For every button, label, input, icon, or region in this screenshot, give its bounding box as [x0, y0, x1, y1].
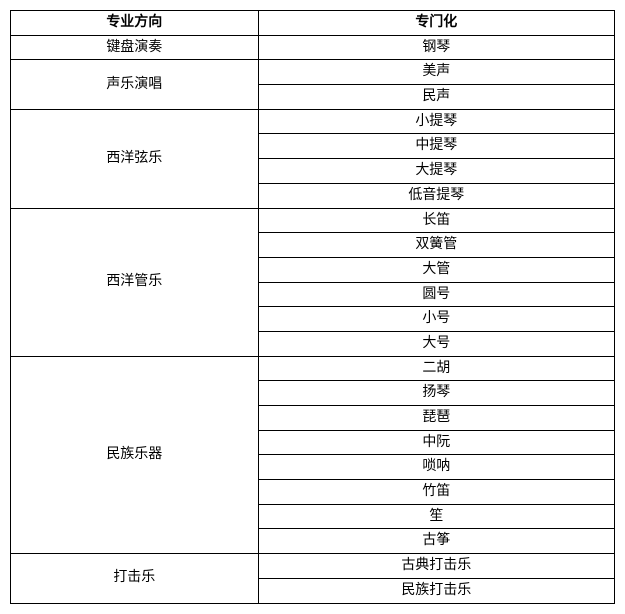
- spec-cell: 大号: [258, 331, 614, 356]
- major-spec-table: 专业方向 专门化 键盘演奏钢琴声乐演唱美声民声西洋弦乐小提琴中提琴大提琴低音提琴…: [10, 10, 615, 604]
- spec-cell: 竹笛: [258, 480, 614, 505]
- spec-cell: 民声: [258, 85, 614, 110]
- table-row: 打击乐古典打击乐: [11, 554, 615, 579]
- table-row: 西洋管乐长笛: [11, 208, 615, 233]
- spec-cell: 古筝: [258, 529, 614, 554]
- table-row: 民族乐器二胡: [11, 356, 615, 381]
- spec-cell: 钢琴: [258, 35, 614, 60]
- major-cell: 西洋弦乐: [11, 109, 259, 208]
- spec-cell: 民族打击乐: [258, 578, 614, 603]
- header-spec: 专门化: [258, 11, 614, 36]
- major-cell: 西洋管乐: [11, 208, 259, 356]
- spec-cell: 低音提琴: [258, 183, 614, 208]
- table-row: 西洋弦乐小提琴: [11, 109, 615, 134]
- spec-cell: 古典打击乐: [258, 554, 614, 579]
- spec-cell: 大管: [258, 257, 614, 282]
- spec-cell: 中阮: [258, 430, 614, 455]
- spec-cell: 小号: [258, 307, 614, 332]
- spec-cell: 小提琴: [258, 109, 614, 134]
- spec-cell: 琵琶: [258, 406, 614, 431]
- major-cell: 打击乐: [11, 554, 259, 603]
- major-cell: 键盘演奏: [11, 35, 259, 60]
- spec-cell: 扬琴: [258, 381, 614, 406]
- major-cell: 民族乐器: [11, 356, 259, 554]
- spec-cell: 美声: [258, 60, 614, 85]
- spec-cell: 唢呐: [258, 455, 614, 480]
- spec-cell: 圆号: [258, 282, 614, 307]
- spec-cell: 大提琴: [258, 159, 614, 184]
- spec-cell: 双簧管: [258, 233, 614, 258]
- spec-cell: 长笛: [258, 208, 614, 233]
- major-cell: 声乐演唱: [11, 60, 259, 109]
- spec-cell: 中提琴: [258, 134, 614, 159]
- spec-cell: 二胡: [258, 356, 614, 381]
- table-row: 键盘演奏钢琴: [11, 35, 615, 60]
- table-header-row: 专业方向 专门化: [11, 11, 615, 36]
- header-major: 专业方向: [11, 11, 259, 36]
- table-row: 声乐演唱美声: [11, 60, 615, 85]
- spec-cell: 笙: [258, 504, 614, 529]
